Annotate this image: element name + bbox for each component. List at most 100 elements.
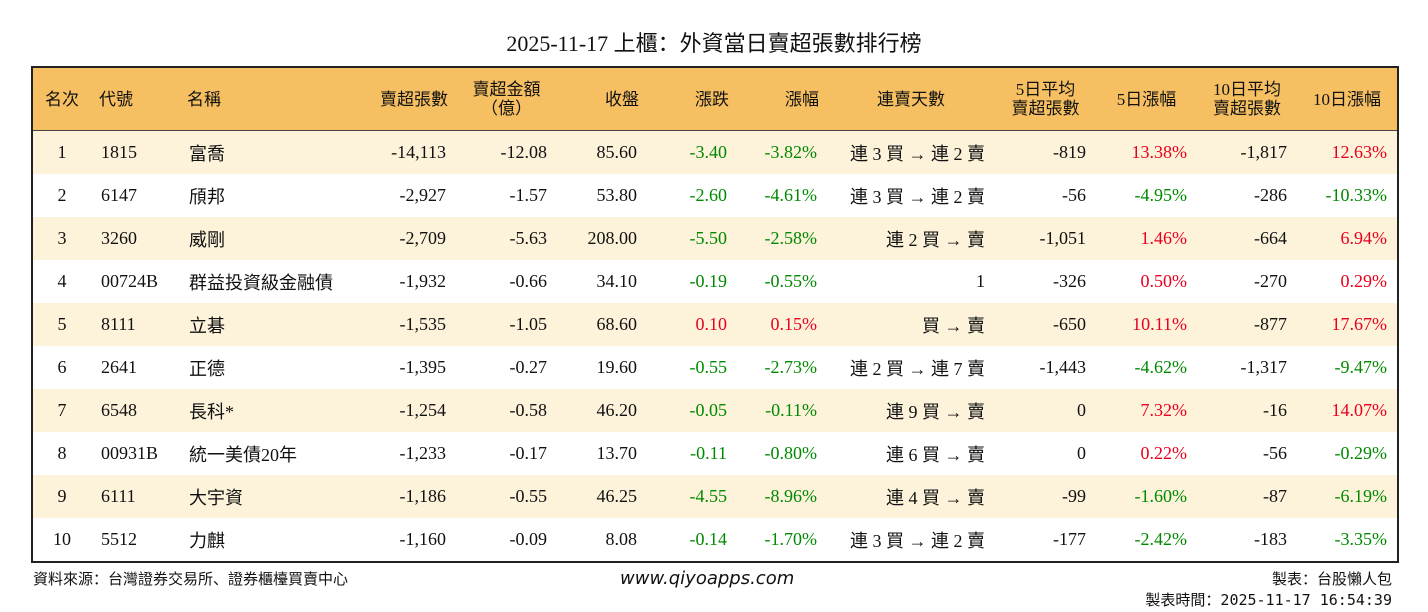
cell: 統一美債20年	[189, 444, 297, 465]
column-header: 5日漲幅	[1096, 67, 1197, 131]
cell: 7.32%	[1096, 389, 1197, 432]
cell: 4	[57, 271, 67, 291]
cell: 威剛	[179, 217, 356, 260]
cell: -2.60	[689, 185, 728, 205]
cell: 連 2 買 → 賣	[827, 217, 995, 260]
column-header: 5日平均 賣超張數	[995, 67, 1096, 131]
column-header: 名次	[32, 67, 91, 131]
cell: 0.29%	[1340, 271, 1388, 291]
cell: -0.80%	[764, 443, 818, 463]
header-line: 漲幅	[785, 89, 819, 109]
cell: -1,932	[399, 271, 447, 291]
cell: 5512	[101, 529, 137, 549]
cell: 2641	[101, 357, 137, 377]
column-header: 代號	[91, 67, 179, 131]
cell: 00931B	[101, 443, 159, 463]
cell: 2	[57, 185, 67, 205]
cell: -3.35%	[1334, 529, 1388, 549]
cell: -5.63	[456, 217, 557, 260]
site: www.qiyoapps.com	[620, 568, 795, 589]
cell: -0.17	[509, 443, 548, 463]
cell: 85.60	[557, 130, 647, 174]
table-row: 4 00724B 群益投資級金融債 -1,932 -0.66 34.10 -0.19 -0.5…	[32, 260, 1398, 303]
cell: 10	[53, 529, 71, 549]
cell: -16	[1197, 389, 1297, 432]
cell: 連 3 買 → 連 2 賣	[827, 130, 995, 174]
header-row: 名次 代號 名稱 賣超張數 賣超金額 （億） 收盤 漲跌 漲幅 連賣天數 5日平均 賣超張數 5日漲幅 1…	[32, 67, 1398, 131]
cell: -0.66	[509, 271, 548, 291]
cell: -1,233	[399, 443, 447, 463]
cell: -0.55%	[764, 271, 818, 291]
cell: -1,535	[356, 303, 456, 346]
cell: 0	[1077, 443, 1086, 463]
table-row: 5 8111 立碁 -1,535 -1.05 68.60 0.10 0.15% 買 → 賣 -65…	[32, 303, 1398, 346]
cell: 0.50%	[1140, 271, 1188, 291]
cell: 8111	[91, 303, 179, 346]
ranking-table: 名次 代號 名稱 賣超張數 賣超金額 （億） 收盤 漲跌 漲幅 連賣天數 5日平均 賣超張數 5日漲幅 1…	[31, 66, 1399, 563]
cell: 連 4 買 → 賣	[827, 475, 995, 518]
cell: -14,113	[356, 130, 456, 174]
cell: 13.70	[596, 443, 638, 463]
cell: -1,051	[995, 217, 1096, 260]
cell: 連 3 買 → 連 2 賣	[850, 186, 985, 207]
header-line: 名稱	[187, 89, 221, 109]
header-line: 賣超張數	[1213, 99, 1281, 118]
cell: 富喬	[179, 130, 356, 174]
maker: 製表：台股懶人包	[1271, 570, 1392, 588]
cell: 6.94%	[1297, 217, 1398, 260]
cell: 6	[57, 357, 67, 377]
cell: 1	[32, 130, 91, 174]
cell: -2.73%	[764, 357, 818, 377]
source: 資料來源：台灣證券交易所、證券櫃檯買賣中心	[33, 570, 349, 588]
cell: 連 2 買 → 連 7 賣	[850, 358, 985, 379]
cell: -0.14	[689, 529, 728, 549]
cell: 1815	[91, 130, 179, 174]
cell: 10.11%	[1096, 303, 1197, 346]
cell: -0.11%	[737, 389, 827, 432]
header-line: 10日漲幅	[1313, 89, 1381, 109]
cell: -664	[1197, 217, 1297, 260]
cell: 17.67%	[1297, 303, 1398, 346]
cell: 0.10	[647, 303, 737, 346]
header-line: 漲跌	[695, 89, 729, 109]
table-row: 6 2641 正德 -1,395 -0.27 19.60 -0.55 -2.73% 連 2 買 …	[32, 346, 1398, 389]
header-line: 代號	[99, 89, 133, 109]
cell: 34.10	[596, 271, 638, 291]
cell: -4.61%	[764, 185, 818, 205]
cell: -2,927	[399, 185, 447, 205]
cell: -2.58%	[737, 217, 827, 260]
cell: 12.63%	[1297, 130, 1398, 174]
cell: -183	[1254, 529, 1287, 549]
cell: 46.25	[557, 475, 647, 518]
cell: -87	[1197, 475, 1297, 518]
cell: -819	[995, 130, 1096, 174]
column-header: 收盤	[557, 67, 647, 131]
table-row: 10 5512 力麒 -1,160 -0.09 8.08 -0.14 -1.70% 連 3 買 …	[32, 518, 1398, 562]
cell: 3	[32, 217, 91, 260]
cell: -4.95%	[1134, 185, 1188, 205]
column-header: 10日平均 賣超張數	[1197, 67, 1297, 131]
cell: 00724B	[101, 271, 159, 291]
column-header: 賣超金額 （億）	[456, 67, 557, 131]
cell: 6548	[91, 389, 179, 432]
cell: -1,160	[399, 529, 447, 549]
cell: -2.42%	[1134, 529, 1188, 549]
cell: -1.70%	[764, 529, 818, 549]
cell: -1,186	[356, 475, 456, 518]
header-line: 賣超張數	[380, 89, 448, 109]
table-row: 1 1815 富喬 -14,113 -12.08 85.60 -3.40 -3.82% 連 3 …	[32, 130, 1398, 174]
cell: -0.55	[456, 475, 557, 518]
cell: 群益投資級金融債	[189, 272, 333, 293]
cell: -177	[1053, 529, 1086, 549]
table-row: 2 6147 頎邦 -2,927 -1.57 53.80 -2.60 -4.61% 連 3 買 …	[32, 174, 1398, 217]
cell: 53.80	[596, 185, 638, 205]
cell: -10.33%	[1325, 185, 1388, 205]
cell: 7	[32, 389, 91, 432]
cell: -0.19	[689, 271, 728, 291]
column-header: 漲幅	[737, 67, 827, 131]
column-header: 10日漲幅	[1297, 67, 1398, 131]
cell: 14.07%	[1297, 389, 1398, 432]
cell: -2,709	[356, 217, 456, 260]
cell: 5	[32, 303, 91, 346]
cell: -3.40	[647, 130, 737, 174]
